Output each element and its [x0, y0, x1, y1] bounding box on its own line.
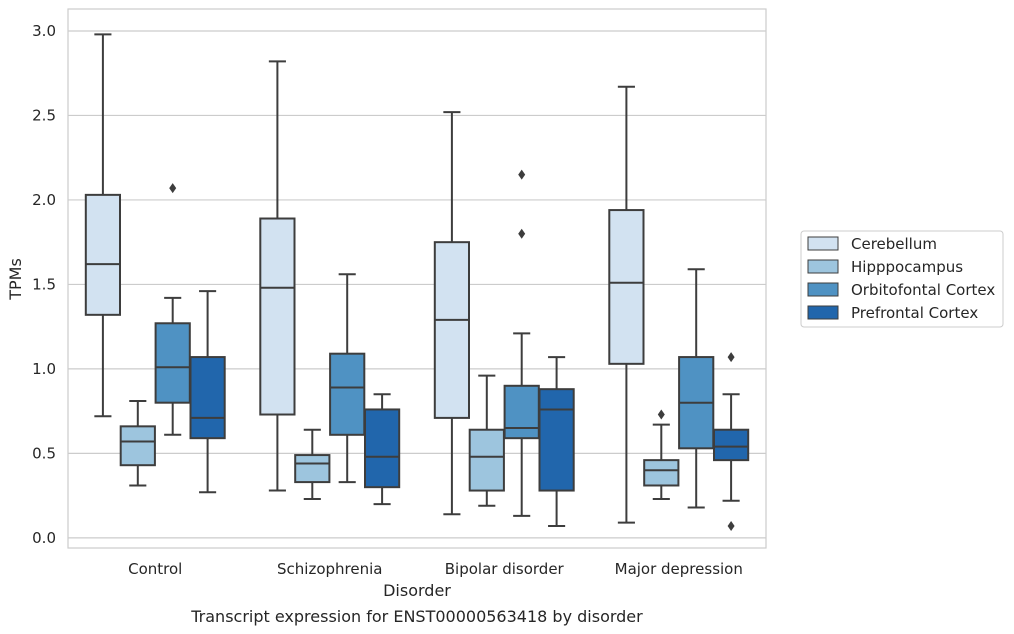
outlier-marker [169, 183, 177, 194]
outlier-marker [518, 169, 526, 180]
box-group [643, 409, 680, 500]
box-group [433, 111, 471, 516]
outlier-marker [727, 521, 735, 532]
box-body [712, 428, 750, 462]
box-body [189, 356, 226, 440]
box-body [363, 408, 401, 489]
x-tick-labels: Control Schizophrenia Bipolar disorder Majo… [128, 560, 743, 578]
box-group [294, 428, 331, 500]
box-group [468, 374, 505, 507]
box-group [119, 400, 156, 487]
box-body [84, 193, 122, 316]
legend-swatch [807, 259, 839, 274]
box-group [712, 352, 750, 532]
legend-label: Hipppocampus [851, 258, 963, 276]
legend-swatch [807, 282, 839, 297]
y-tick-label: 3.0 [32, 22, 56, 40]
y-tick-labels: 0.0 0.5 1.0 1.5 2.0 2.5 3.0 [32, 22, 56, 547]
box-group [154, 183, 191, 436]
outlier-marker [518, 228, 526, 239]
box-group [608, 85, 645, 524]
x-tick-label: Control [128, 560, 182, 578]
box-groups [84, 33, 750, 532]
box-group [503, 169, 540, 517]
box-group [678, 268, 715, 509]
box-group [329, 273, 366, 484]
y-axis-label: TPMs [6, 258, 25, 301]
box-group [189, 290, 226, 494]
box-body [294, 454, 331, 484]
x-tick-label: Schizophrenia [277, 560, 382, 578]
box-body [608, 209, 645, 365]
box-body [119, 425, 156, 467]
legend-swatch [807, 236, 839, 251]
y-tick-label: 2.0 [32, 191, 56, 209]
x-tick-label: Major depression [615, 560, 743, 578]
box-body [643, 459, 680, 487]
y-tick-label: 0.5 [32, 444, 56, 462]
box-group [84, 33, 122, 418]
box-body [433, 241, 471, 419]
y-tick-label: 2.5 [32, 106, 56, 124]
legend: Cerebellum Hipppocampus Orbitofontal Corte… [800, 230, 1004, 328]
legend-label: Orbitofontal Cortex [851, 281, 995, 299]
box-group [538, 356, 575, 528]
legend-frame [800, 230, 1004, 328]
y-tick-label: 0.0 [32, 529, 56, 547]
legend-label: Cerebellum [851, 235, 937, 253]
plot-frame [67, 8, 767, 549]
box-group [363, 393, 401, 506]
box-body [259, 217, 296, 416]
chart-caption: Transcript expression for ENST0000056341… [190, 607, 643, 626]
x-tick-label: Bipolar disorder [445, 560, 565, 578]
y-tick-label: 1.0 [32, 360, 56, 378]
box-group [259, 60, 296, 492]
box-body [329, 352, 366, 436]
x-axis-label: Disorder [383, 581, 451, 600]
outlier-marker [657, 409, 665, 420]
box-body [154, 322, 191, 404]
box-body [538, 388, 575, 492]
box-body [503, 384, 540, 440]
legend-swatch [807, 305, 839, 320]
box-body [468, 428, 505, 492]
legend-label: Prefrontal Cortex [851, 304, 978, 322]
y-tick-label: 1.5 [32, 275, 56, 293]
outlier-marker [727, 352, 735, 363]
